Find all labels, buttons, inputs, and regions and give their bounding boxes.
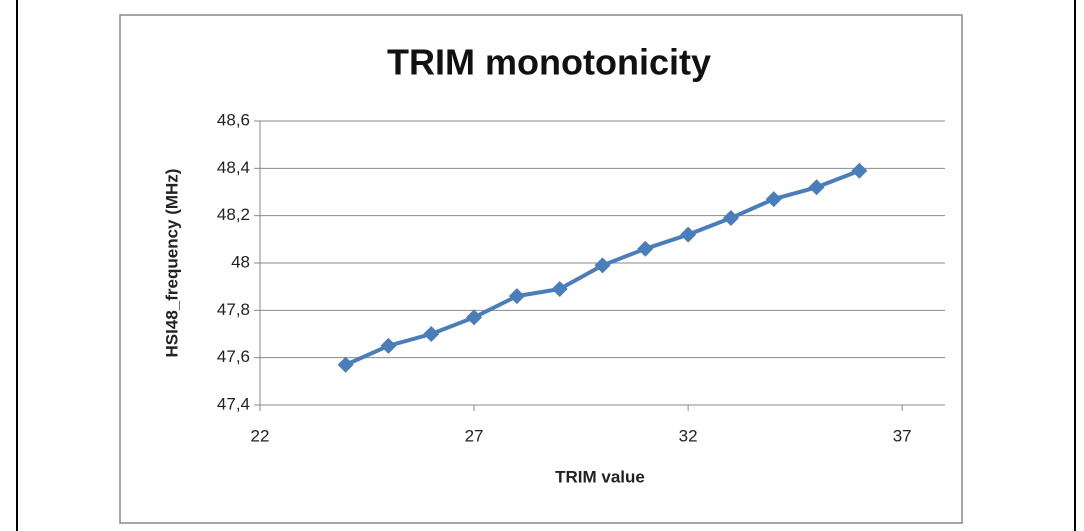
chart-title: TRIM monotonicity xyxy=(387,42,711,83)
marker xyxy=(466,309,483,326)
marker xyxy=(508,288,525,305)
marker xyxy=(380,337,397,354)
marker xyxy=(551,281,568,298)
marker xyxy=(423,326,440,342)
marker xyxy=(851,162,868,179)
marker xyxy=(337,356,354,373)
marker xyxy=(765,191,782,208)
marker xyxy=(722,210,739,227)
marker xyxy=(808,179,825,196)
marker xyxy=(680,226,697,243)
y-tick-label: 48,6 xyxy=(217,110,250,129)
marker xyxy=(594,257,611,274)
x-tick-label: 27 xyxy=(465,426,484,445)
marker xyxy=(637,240,654,257)
y-axis-label: HSI48_frequency (MHz) xyxy=(162,169,181,358)
y-tick-label: 47,4 xyxy=(217,394,250,413)
y-tick-label: 47,6 xyxy=(217,347,250,366)
x-axis-label: TRIM value xyxy=(555,467,645,486)
x-tick-label: 37 xyxy=(893,426,912,445)
y-tick-label: 48,4 xyxy=(217,158,250,177)
x-tick-label: 22 xyxy=(251,426,270,445)
y-tick-label: 48,2 xyxy=(217,205,250,224)
y-tick-label: 47,8 xyxy=(217,300,250,319)
y-tick-label: 48 xyxy=(231,252,250,271)
x-tick-label: 32 xyxy=(679,426,698,445)
